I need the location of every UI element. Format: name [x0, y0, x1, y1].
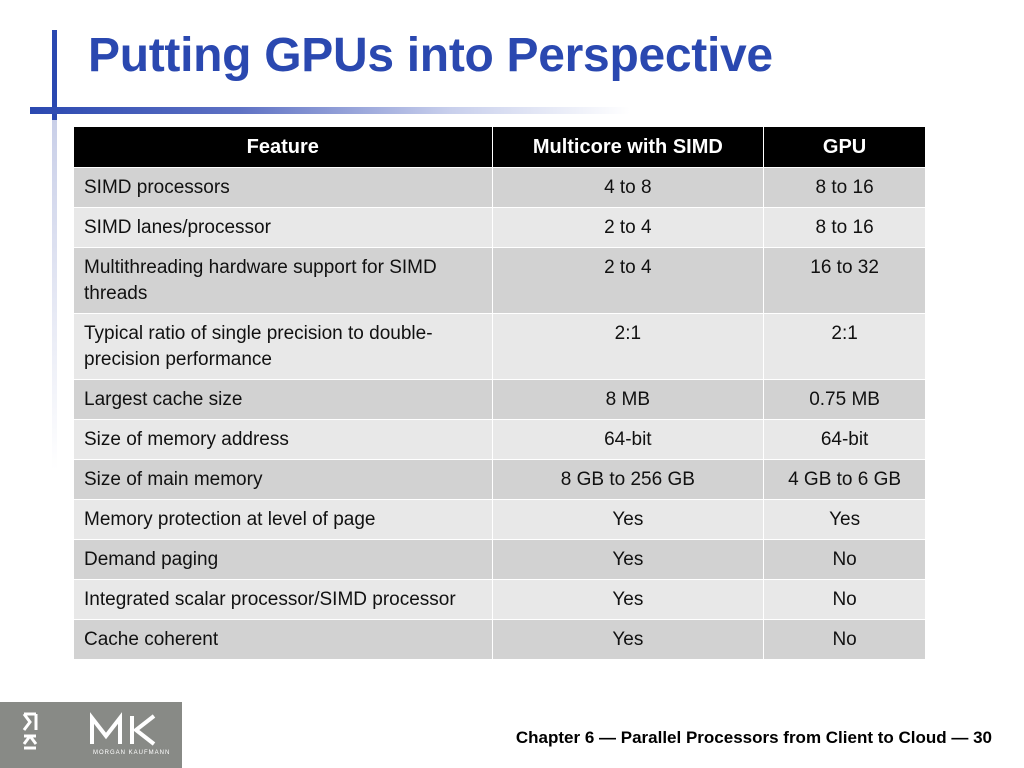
- feature-cell: Demand paging: [73, 539, 493, 580]
- table-row: SIMD processors 4 to 8 8 to 16: [73, 167, 926, 208]
- gpu-cell: 2:1: [763, 313, 926, 380]
- multicore-cell: 8 GB to 256 GB: [491, 459, 765, 500]
- table-row: Memory protection at level of page Yes Y…: [73, 499, 926, 540]
- multicore-cell: 2 to 4: [491, 247, 765, 314]
- gpu-cell: 4 GB to 6 GB: [763, 459, 926, 500]
- slide-footer: Chapter 6 — Parallel Processors from Cli…: [515, 728, 992, 747]
- table-row: Size of main memory 8 GB to 256 GB 4 GB …: [73, 459, 926, 500]
- multicore-cell: Yes: [491, 539, 765, 580]
- table-row: SIMD lanes/processor 2 to 4 8 to 16: [73, 207, 926, 248]
- feature-cell: Multithreading hardware support for SIMD…: [73, 247, 493, 314]
- feature-cell: SIMD processors: [73, 167, 493, 208]
- feature-cell: SIMD lanes/processor: [73, 207, 493, 248]
- feature-cell: Integrated scalar processor/SIMD process…: [73, 579, 493, 620]
- gpu-cell: 8 to 16: [763, 207, 926, 248]
- header-gpu: GPU: [763, 126, 926, 168]
- feature-cell: Cache coherent: [73, 619, 493, 660]
- logo-subtext: MORGAN KAUFMANN: [93, 750, 171, 756]
- multicore-cell: 2 to 4: [491, 207, 765, 248]
- table-row: Cache coherent Yes No: [73, 619, 926, 660]
- table-header-row: Feature Multicore with SIMD GPU: [73, 126, 926, 168]
- feature-cell: Size of memory address: [73, 419, 493, 460]
- multicore-cell: Yes: [491, 579, 765, 620]
- slide-title: Putting GPUs into Perspective: [88, 29, 773, 82]
- table-row: Largest cache size 8 MB 0.75 MB: [73, 379, 926, 420]
- accent-bar-fade: [52, 120, 57, 470]
- gpu-cell: 16 to 32: [763, 247, 926, 314]
- header-feature: Feature: [73, 126, 493, 168]
- gpu-cell: No: [763, 539, 926, 580]
- feature-cell: Typical ratio of single precision to dou…: [73, 313, 493, 380]
- table-row: Typical ratio of single precision to dou…: [73, 313, 926, 380]
- gpu-cell: 8 to 16: [763, 167, 926, 208]
- comparison-table: Feature Multicore with SIMD GPU SIMD pro…: [73, 126, 926, 660]
- feature-cell: Memory protection at level of page: [73, 499, 493, 540]
- table-row: Size of memory address 64-bit 64-bit: [73, 419, 926, 460]
- multicore-cell: 4 to 8: [491, 167, 765, 208]
- multicore-cell: 8 MB: [491, 379, 765, 420]
- multicore-cell: Yes: [491, 499, 765, 540]
- multicore-cell: 2:1: [491, 313, 765, 380]
- feature-cell: Size of main memory: [73, 459, 493, 500]
- gpu-cell: 0.75 MB: [763, 379, 926, 420]
- feature-cell: Largest cache size: [73, 379, 493, 420]
- table-row: Multithreading hardware support for SIMD…: [73, 247, 926, 314]
- multicore-cell: Yes: [491, 619, 765, 660]
- multicore-cell: 64-bit: [491, 419, 765, 460]
- gpu-cell: 64-bit: [763, 419, 926, 460]
- gpu-cell: Yes: [763, 499, 926, 540]
- table-row: Demand paging Yes No: [73, 539, 926, 580]
- gpu-cell: No: [763, 579, 926, 620]
- table-row: Integrated scalar processor/SIMD process…: [73, 579, 926, 620]
- title-underline-bar: [30, 107, 630, 114]
- gpu-cell: No: [763, 619, 926, 660]
- header-multicore-simd: Multicore with SIMD: [491, 126, 765, 168]
- mk-logo-icon: [22, 712, 156, 750]
- publisher-logo: MORGAN KAUFMANN: [0, 702, 182, 768]
- title-accent-vertical-bar: [52, 30, 57, 120]
